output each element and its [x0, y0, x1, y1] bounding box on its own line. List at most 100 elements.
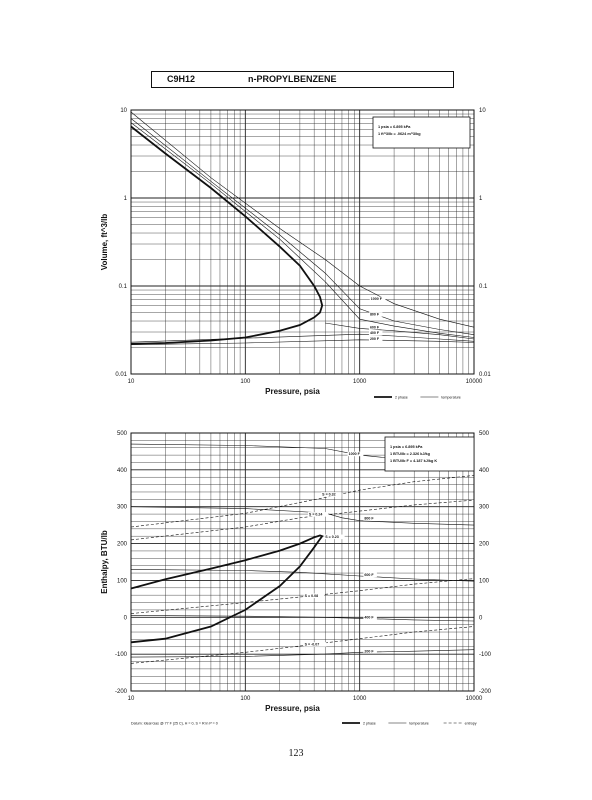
curve-label-bg	[368, 336, 383, 341]
x-axis-label: Pressure, psia	[265, 387, 320, 396]
right-tick-label: 400	[479, 468, 490, 474]
temperature-curve	[130, 111, 475, 328]
enthalpy-grid	[131, 433, 474, 691]
x-tick-label: 100	[240, 696, 251, 702]
temperature-curve	[130, 118, 475, 335]
curve-label: 400 F	[370, 331, 380, 335]
right-tick-label: 1	[479, 196, 483, 202]
x-axis-label: Pressure, psia	[265, 704, 320, 713]
curve-label-bg	[369, 296, 386, 302]
y-tick-label: 300	[117, 505, 128, 511]
volume-plot-frame	[130, 109, 475, 375]
two-phase-curve	[130, 125, 324, 345]
x-tick-label: 1000	[353, 696, 367, 702]
x-tick-label: 1000	[353, 379, 367, 385]
curve-label-bg	[324, 534, 345, 540]
unit-conversion-text: 1 psia = 6.895 kPa	[378, 125, 411, 129]
compound-name: n-PROPYLBENZENE	[248, 74, 337, 84]
entropy-curve	[130, 475, 475, 528]
right-tick-label: -100	[479, 652, 492, 658]
y-axis-label: Enthalpy, BTU/lb	[100, 530, 109, 594]
unit-conversion-box	[384, 436, 475, 472]
curve-label-bg	[368, 330, 383, 336]
temperature-curve	[130, 569, 475, 582]
volume-chart: 10 100 1000 100000.010.11100.010.1110Pressu…	[100, 108, 491, 399]
datum-footnote: Datum: Ideal Gas @ 77 F (25 C), H = 0, S…	[131, 721, 218, 725]
curve-label: 800 F	[370, 313, 380, 317]
curve-label-bg	[368, 324, 383, 330]
curve-label: S = 0.08	[305, 594, 319, 598]
enthalpy-legend: 2 phase temperature entropy	[342, 721, 477, 725]
right-tick-label: 0.01	[479, 372, 491, 378]
curve-label: S = 0.23	[325, 535, 339, 539]
unit-conversion-text: 1 psia = 6.895 kPa	[390, 445, 423, 449]
volume-legend: 2 phase temperature	[374, 395, 461, 399]
y-tick-label: 500	[117, 431, 128, 437]
temperature-curve	[130, 339, 475, 345]
temperature-curve	[130, 506, 475, 526]
temperature-curve	[325, 322, 475, 340]
y-tick-label: -200	[115, 689, 128, 695]
curve-label: 1000 F	[371, 297, 383, 301]
legend-label: 2 phase	[363, 721, 376, 725]
legend-label: entropy	[465, 721, 477, 725]
curve-label-bg	[303, 593, 325, 599]
curve-label-bg	[363, 648, 377, 654]
unit-conversion-box	[372, 116, 471, 149]
curve-label: S = -0.07	[305, 643, 320, 647]
curve-label: 600 F	[364, 573, 374, 577]
unit-conversion-text: 1 BTU/lb F = 4.187 kJ/kg K	[390, 459, 437, 463]
page-number: 123	[288, 748, 304, 759]
curve-label: 600 F	[370, 325, 380, 329]
enthalpy-plot-frame	[130, 432, 475, 692]
unit-conversion-text: 1 ft^3/lb = .0624 m^3/kg	[378, 132, 421, 136]
temperature-curve	[130, 122, 475, 338]
entropy-curve	[130, 578, 475, 614]
curve-label-bg	[347, 451, 364, 457]
temperature-curve	[130, 615, 475, 622]
y-tick-label: -100	[115, 652, 128, 658]
right-tick-label: 0	[479, 615, 483, 621]
y-tick-label: 0.01	[115, 372, 127, 378]
y-tick-label: 200	[117, 542, 128, 548]
curve-label: 1000 F	[349, 452, 361, 456]
right-tick-label: 100	[479, 578, 490, 584]
curve-label-bg	[363, 614, 377, 620]
compound-formula: C9H12	[167, 74, 196, 84]
legend-label: 2 phase	[395, 395, 408, 399]
legend-label: temperature	[409, 721, 428, 725]
y-tick-label: 100	[117, 578, 128, 584]
volume-grid	[131, 110, 474, 374]
curve-label-bg	[368, 312, 383, 317]
right-tick-label: 0.1	[479, 284, 488, 290]
y-axis-label: Volume, ft^3/lb	[100, 214, 109, 271]
curve-label-bg	[303, 642, 327, 647]
temperature-curve	[130, 649, 475, 658]
curve-label: 200 F	[364, 649, 374, 653]
two-phase-curve	[130, 534, 324, 644]
x-tick-label: 10	[128, 696, 135, 702]
curve-label: S = 0.24	[309, 513, 323, 517]
title-box: C9H12 n-PROPYLBENZENE	[151, 71, 454, 88]
y-tick-label: 0.1	[119, 284, 128, 290]
curve-label-bg	[307, 512, 329, 517]
curve-label: 800 F	[364, 517, 374, 521]
right-tick-label: 10	[479, 108, 486, 114]
curve-label-bg	[321, 492, 342, 497]
entropy-curve	[130, 499, 475, 541]
curve-label-bg	[363, 516, 377, 521]
curve-label: 200 F	[370, 337, 380, 341]
y-tick-label: 0	[124, 615, 128, 621]
y-tick-label: 1	[124, 196, 128, 202]
entropy-curve	[130, 626, 475, 664]
right-tick-label: 300	[479, 505, 490, 511]
x-tick-label: 10000	[466, 379, 483, 385]
y-tick-label: 400	[117, 468, 128, 474]
enthalpy-chart: 10 100 1000 10000-200-1000100200300400500-2…	[100, 431, 492, 725]
right-tick-label: 200	[479, 542, 490, 548]
right-tick-label: -200	[479, 689, 492, 695]
x-tick-label: 100	[240, 379, 251, 385]
y-tick-label: 10	[120, 108, 127, 114]
x-tick-label: 10	[128, 379, 135, 385]
